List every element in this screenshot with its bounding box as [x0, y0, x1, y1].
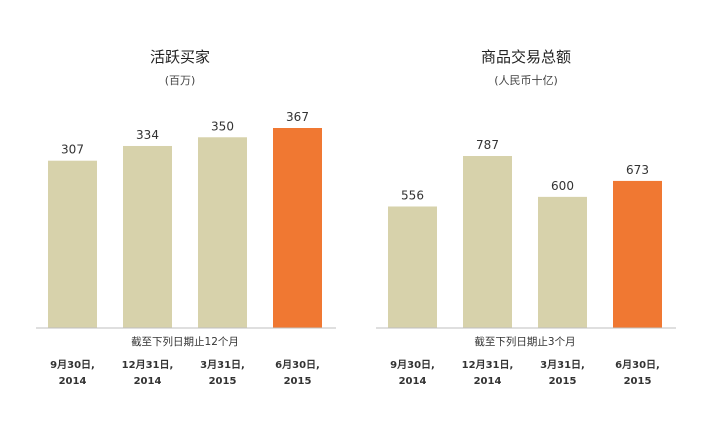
- x-tick-label-0-line-1: 2014: [399, 376, 427, 387]
- bar-1: [123, 145, 172, 328]
- value-label-0: 556: [401, 188, 424, 202]
- chart-subtitle: (百万): [165, 74, 196, 87]
- x-tick-label-1-line-0: 12月31日,: [462, 359, 514, 371]
- value-label-2: 350: [211, 119, 234, 133]
- value-label-1: 787: [476, 138, 499, 152]
- value-label-3: 673: [626, 163, 649, 177]
- x-tick-label-1-line-0: 12月31日,: [122, 359, 174, 371]
- bar-1: [463, 156, 512, 328]
- x-tick-label-3-line-1: 2015: [624, 376, 652, 387]
- x-tick-label-2-line-1: 2015: [209, 376, 237, 387]
- bar-3: [613, 180, 662, 328]
- x-tick-label-0-line-0: 9月30日,: [50, 359, 95, 371]
- x-tick-label-2-line-0: 3月31日,: [540, 359, 585, 371]
- chart-title: 商品交易总额: [481, 48, 571, 66]
- value-label-1: 334: [136, 128, 159, 142]
- x-tick-label-3-line-1: 2015: [284, 376, 312, 387]
- bar-2: [538, 196, 587, 328]
- x-tick-label-2-line-1: 2015: [549, 376, 577, 387]
- x-tick-label-3-line-0: 6月30日,: [275, 359, 320, 371]
- bar-group: 307 334 350 367: [48, 110, 322, 328]
- x-axis-label: 截至下列日期止3个月: [474, 335, 575, 348]
- chart-title: 活跃买家: [150, 48, 210, 66]
- x-tick-labels: 9月30日, 2014 12月31日, 2014 3月31日, 2015 6月30日, 201…: [390, 359, 660, 387]
- value-label-2: 600: [551, 179, 574, 193]
- bar-0: [48, 160, 97, 328]
- bar-2: [198, 137, 247, 328]
- bar-3: [273, 128, 322, 328]
- chart-subtitle: (人民币十亿): [494, 73, 558, 87]
- bar-0: [388, 206, 437, 328]
- x-tick-label-1-line-1: 2014: [474, 376, 502, 387]
- value-label-3: 367: [286, 110, 309, 124]
- gmv-chart: 商品交易总额 (人民币十亿) 556 787 600 673 截至下列日期止3个月 9…: [376, 48, 676, 387]
- x-axis-label: 截至下列日期止12个月: [131, 335, 239, 348]
- x-tick-labels: 9月30日, 2014 12月31日, 2014 3月31日, 2015 6月30日, 201…: [50, 359, 320, 387]
- active-buyers-chart: 活跃买家 (百万) 307 334 350 367 截至下列日期止12个月 9月30日…: [36, 48, 336, 387]
- bar-group: 556 787 600 673: [388, 138, 662, 328]
- x-tick-label-2-line-0: 3月31日,: [200, 359, 245, 371]
- x-tick-label-3-line-0: 6月30日,: [615, 359, 660, 371]
- x-tick-label-0-line-0: 9月30日,: [390, 359, 435, 371]
- value-label-0: 307: [61, 143, 84, 157]
- x-tick-label-1-line-1: 2014: [134, 376, 162, 387]
- x-tick-label-0-line-1: 2014: [59, 376, 87, 387]
